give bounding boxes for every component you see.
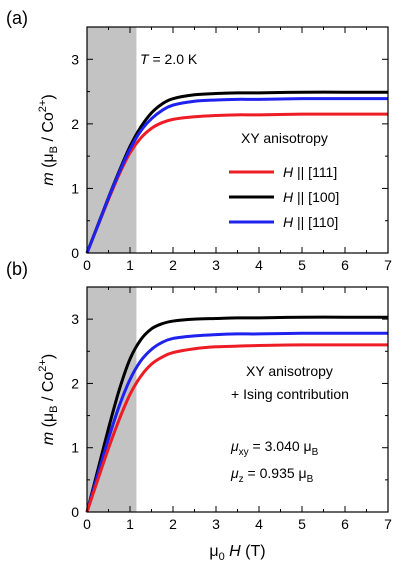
legend-title: XY anisotropy <box>241 130 328 146</box>
x-tick-label: 6 <box>341 516 349 532</box>
y-tick-label: 1 <box>71 440 79 456</box>
y-tick-label: 3 <box>71 51 79 67</box>
y-tick-label: 0 <box>71 245 79 261</box>
series-line-1 <box>85 331 388 513</box>
y-tick-label: 0 <box>71 504 79 520</box>
x-tick-label: 1 <box>126 516 134 532</box>
legend-label-0: H || [111] <box>283 164 337 180</box>
y-tick-label: 2 <box>71 375 79 391</box>
x-tick-label: 2 <box>169 516 177 532</box>
x-tick-label: 3 <box>212 516 220 532</box>
x-axis-label: μ0 H (T) <box>209 543 265 563</box>
x-tick-label: 0 <box>83 257 91 273</box>
temperature-annotation: T = 2.0 K <box>140 51 198 67</box>
x-tick-label: 2 <box>169 257 177 273</box>
shaded-region <box>87 27 137 253</box>
y-axis-label: m (μB / Co2+) <box>37 94 60 185</box>
series-line-2 <box>85 97 388 254</box>
x-tick-label: 4 <box>255 516 263 532</box>
model-text-line: + Ising contribution <box>231 386 349 402</box>
x-tick-label: 7 <box>384 257 392 273</box>
y-tick-label: 1 <box>71 180 79 196</box>
x-tick-label: 5 <box>298 516 306 532</box>
y-axis-label: m (μB / Co2+) <box>37 354 60 445</box>
panel-label: (b) <box>6 259 28 279</box>
parameter-1: μz = 0.935 μB <box>230 465 314 485</box>
x-tick-label: 5 <box>298 257 306 273</box>
model-text-line: XY anisotropy <box>246 363 333 379</box>
x-tick-label: 6 <box>341 257 349 273</box>
legend-label-1: H || [100] <box>283 189 339 205</box>
y-tick-label: 2 <box>71 116 79 132</box>
x-tick-label: 1 <box>126 257 134 273</box>
series-line-2 <box>85 343 388 513</box>
y-tick-label: 3 <box>71 311 79 327</box>
x-tick-label: 0 <box>83 516 91 532</box>
parameter-0: μxy = 3.040 μB <box>230 438 319 458</box>
series-line-0 <box>85 315 389 513</box>
x-tick-label: 4 <box>255 257 263 273</box>
panel-b: 0 1 2 3 4 5 6 7 0 1 2 3 (b) m (μB / Co2+) XY anisotrop… <box>6 259 392 563</box>
legend-label-2: H || [110] <box>283 214 338 230</box>
panel-label: (a) <box>6 8 28 28</box>
panel-a: 0 1 2 3 4 5 6 7 0 1 2 3 (a) m (μB / Co2+) T = 2.0 K XY … <box>6 8 392 273</box>
x-tick-label: 7 <box>384 516 392 532</box>
x-tick-label: 3 <box>212 257 220 273</box>
